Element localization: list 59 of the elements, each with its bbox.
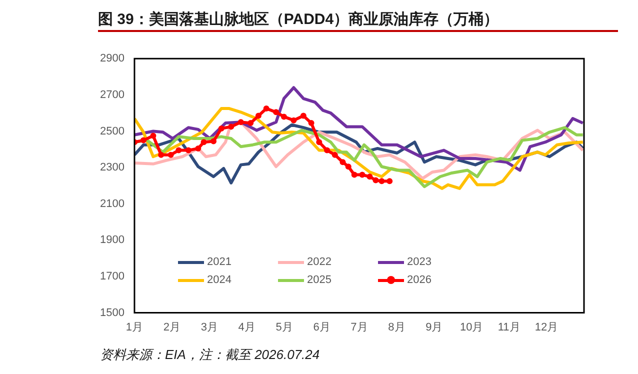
point (273, 109, 280, 116)
legend-label: 2026 (407, 274, 432, 286)
y-tick-label: 2700 (100, 88, 124, 101)
x-tick-label: 11月 (498, 321, 520, 334)
y-tick-label: 1700 (100, 270, 124, 283)
point (332, 152, 338, 158)
point (158, 152, 164, 158)
x-tick-label: 12月 (534, 321, 558, 334)
point (218, 126, 224, 132)
point (280, 114, 287, 120)
x-tick-label: 4月 (238, 321, 256, 334)
point (290, 117, 297, 124)
x-tick-label: 2月 (163, 321, 180, 334)
legend-label: 2021 (207, 256, 232, 268)
x-tick-label: 7月 (350, 321, 368, 334)
point (308, 120, 314, 126)
point (324, 147, 330, 154)
point (351, 172, 358, 178)
chart-title: 图 39：美国落基山脉地区（PADD4）商业原油库存（万桶） (98, 10, 499, 29)
point (340, 159, 346, 166)
point (238, 119, 244, 126)
point (386, 178, 393, 184)
point (255, 112, 262, 119)
x-tick-label: 10月 (460, 321, 484, 334)
point (176, 147, 182, 154)
y-tick-label: 2900 (100, 52, 124, 65)
x-tick-label: 9月 (426, 321, 443, 334)
point (185, 147, 192, 154)
point (263, 106, 270, 112)
y-tick-label: 2500 (100, 125, 124, 138)
point (378, 178, 385, 184)
legend-label: 2023 (407, 256, 432, 268)
point (195, 145, 202, 152)
x-tick-label: 1月 (126, 321, 144, 334)
point (140, 137, 146, 144)
point (248, 120, 254, 126)
legend-label: 2024 (207, 274, 232, 286)
point (300, 112, 306, 119)
y-tick-label: 2100 (100, 198, 124, 210)
point (200, 139, 207, 146)
y-tick-label: 2300 (100, 162, 124, 174)
x-tick-label: 3月 (200, 321, 218, 334)
legend-label: 2022 (307, 256, 332, 268)
legend-label: 2025 (307, 274, 332, 286)
x-tick-label: 6月 (313, 321, 330, 334)
x-tick-label: 8月 (388, 321, 406, 334)
point (228, 124, 234, 130)
y-tick-label: 1500 (100, 306, 124, 319)
y-tick-label: 1900 (100, 234, 124, 246)
point (345, 164, 352, 170)
point (359, 172, 366, 178)
x-tick-label: 5月 (276, 321, 293, 334)
point (168, 152, 174, 158)
point (150, 132, 156, 139)
point (366, 174, 373, 180)
point (210, 138, 217, 144)
point (316, 139, 322, 146)
text: 资料来源：EIA，注：截至 2026.07.24 (100, 346, 320, 364)
point (372, 177, 379, 184)
